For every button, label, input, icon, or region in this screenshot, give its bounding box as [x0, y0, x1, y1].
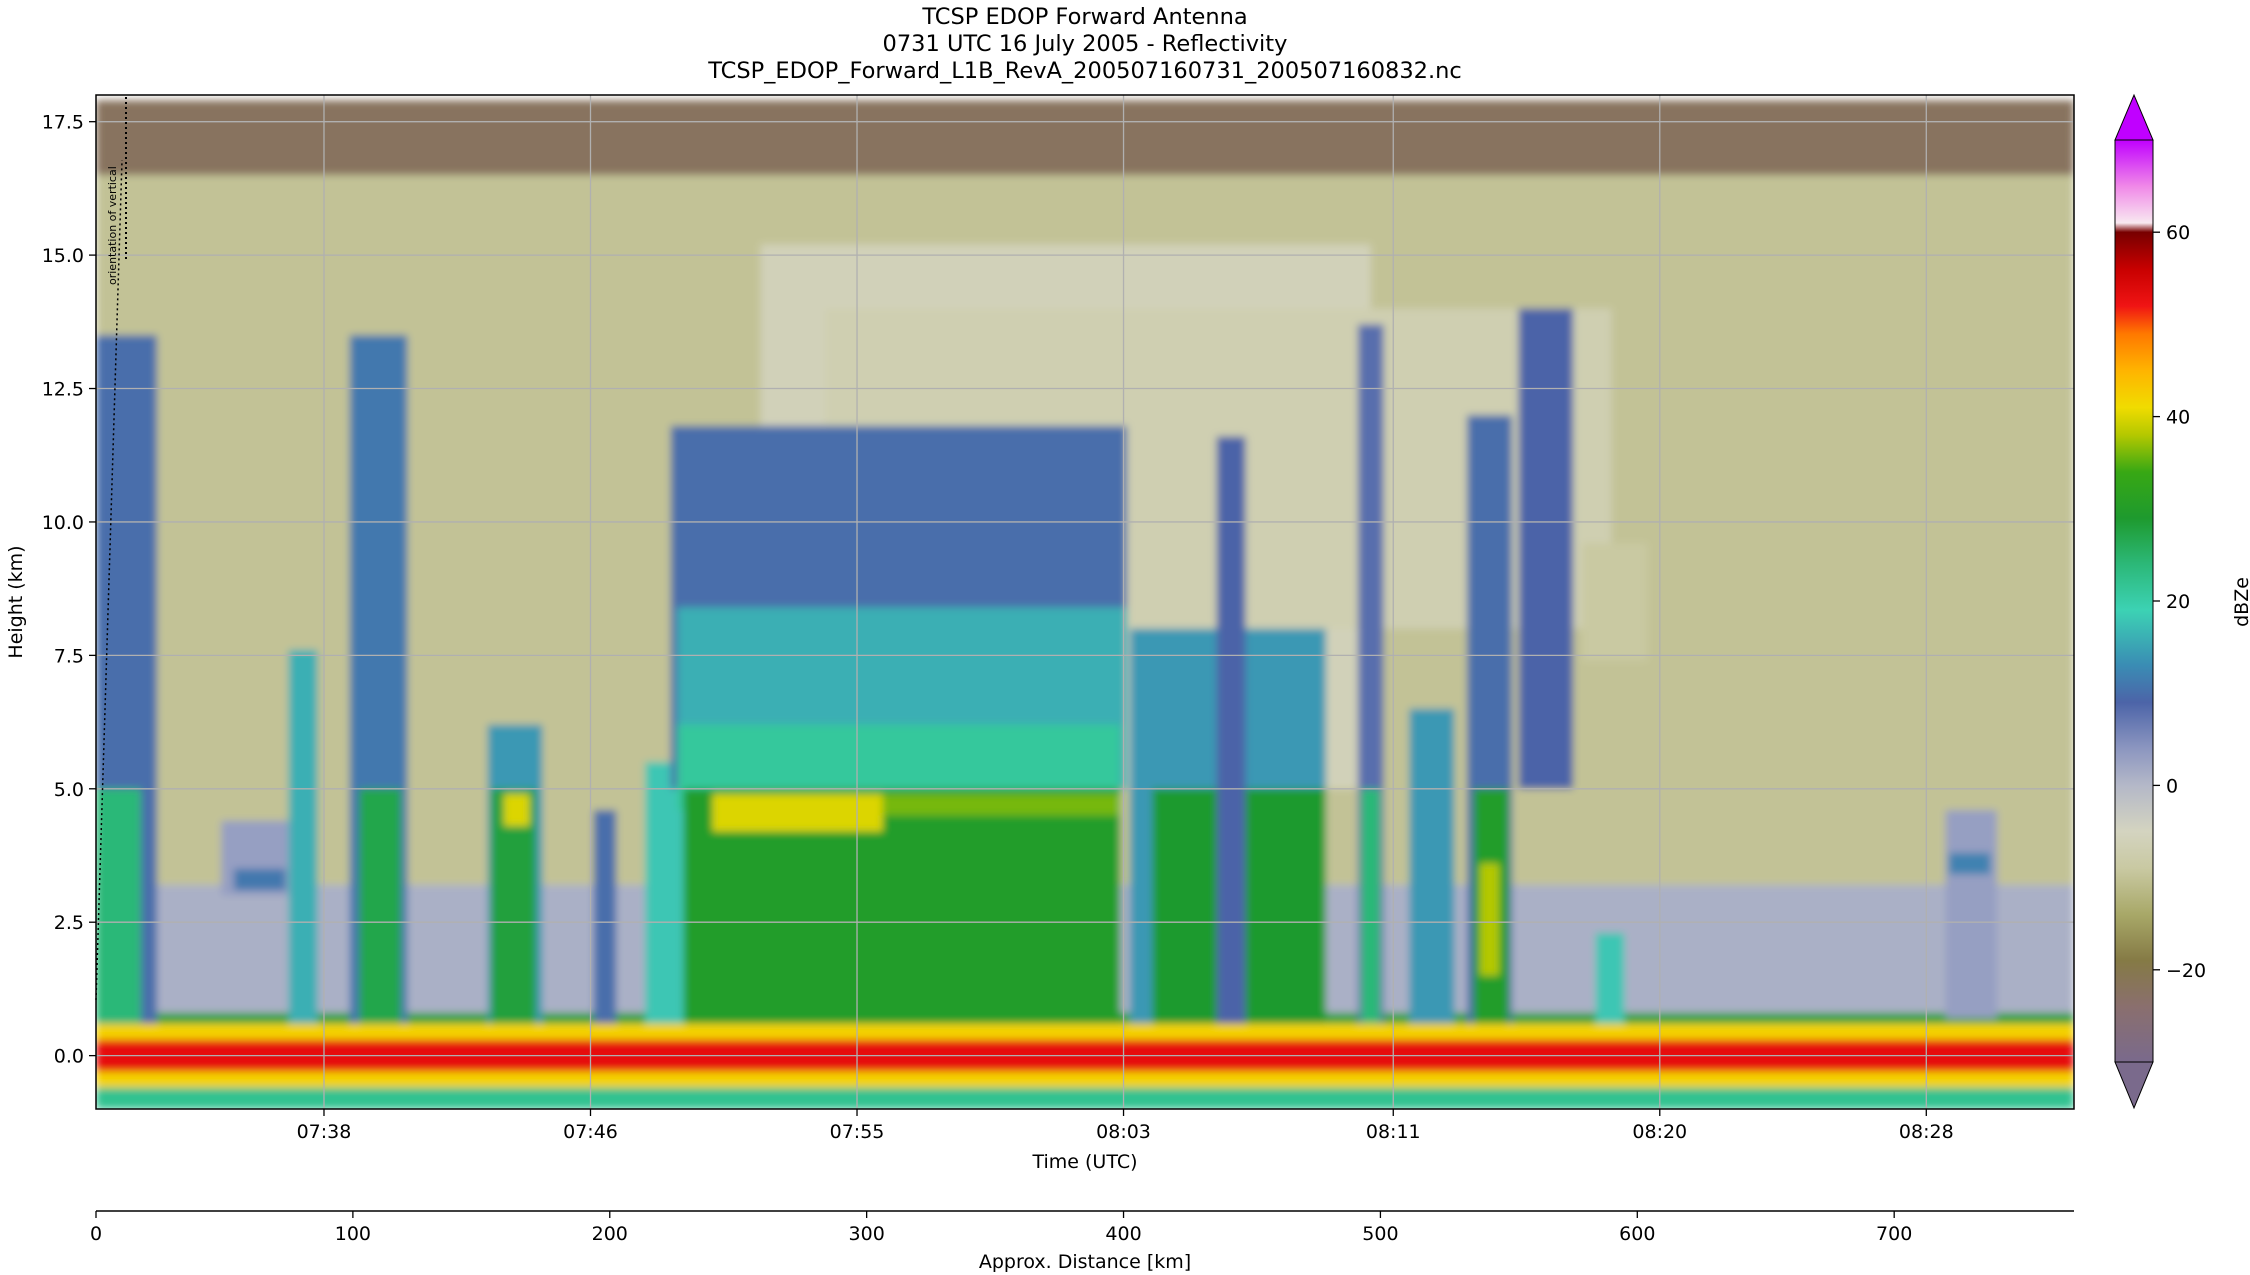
vertical-reference-line: [95, 159, 123, 1001]
y-tick-label: 10.0: [42, 512, 84, 534]
y-tick-label: 15.0: [42, 245, 84, 267]
reflectivity-cell: [1582, 543, 1647, 661]
reflectivity-cell: [1409, 708, 1455, 1024]
plot-area: orientation of vertical: [95, 94, 2075, 1110]
y-tick-label: 12.5: [42, 379, 84, 401]
colorbar-tick-label: 0: [2166, 775, 2178, 797]
distance-axis-ticks: 0 100 200 300 400 500 600 700: [90, 1211, 1912, 1245]
reflectivity-cell: [882, 794, 1121, 816]
colorbar-tick-label: 40: [2166, 407, 2190, 429]
reflectivity-field: [96, 100, 2074, 1109]
distance-tick-label: 700: [1876, 1223, 1912, 1245]
colorbar-tick-label: 20: [2166, 591, 2190, 613]
grid-lines: [96, 95, 2074, 1109]
reflectivity-cell: [1479, 863, 1500, 976]
distance-tick-label: 500: [1362, 1223, 1398, 1245]
y-axis-ticks: 0.0 2.5 5.0 7.5 10.0 12.5 15.0 17.5: [42, 112, 96, 1068]
distance-tick-label: 200: [592, 1223, 628, 1245]
reflectivity-cell: [503, 794, 530, 827]
orientation-annotation: orientation of vertical: [106, 166, 119, 285]
reflectivity-cell: [234, 868, 286, 891]
distance-tick-label: 0: [90, 1223, 102, 1245]
reflectivity-cell: [1948, 852, 1991, 875]
x-axis-label: Time (UTC): [1031, 1151, 1137, 1173]
plot-frame: [95, 94, 2075, 1110]
x-axis-ticks: 07:38 07:46 07:55 08:03 08:11 08:20 08:28: [297, 1109, 1954, 1143]
reflectivity-cell: [1945, 810, 1997, 1019]
reflectivity-cell: [593, 810, 617, 1024]
colorbar-ticks: −20 0 20 40 60: [2153, 222, 2206, 982]
distance-tick-label: 300: [849, 1223, 885, 1245]
x-tick-label: 08:11: [1366, 1121, 1421, 1143]
colorbar-extend-bottom: [2114, 1061, 2154, 1110]
chart-title-line-3: TCSP_EDOP_Forward_L1B_RevA_200507160731_…: [707, 58, 1462, 84]
colorbar-tick-label: −20: [2166, 960, 2206, 982]
reflectivity-cell: [96, 788, 141, 1024]
x-tick-label: 07:46: [563, 1121, 618, 1143]
colorbar-label: dBZe: [2231, 577, 2250, 627]
reflectivity-cell: [1595, 932, 1625, 1024]
reflectivity-cell: [96, 1087, 2074, 1109]
reflectivity-cell: [288, 650, 318, 1024]
y-tick-label: 0.0: [54, 1046, 84, 1068]
reflectivity-cell: [1518, 308, 1574, 789]
chart-title-line-2: 0731 UTC 16 July 2005 - Reflectivity: [883, 31, 1288, 57]
y-tick-label: 17.5: [42, 112, 84, 134]
x-tick-label: 08:03: [1096, 1121, 1151, 1143]
x-tick-label: 08:28: [1899, 1121, 1954, 1143]
colorbar-extend-top: [2114, 93, 2154, 141]
colorbar-tick-label: 60: [2166, 222, 2190, 244]
y-tick-label: 7.5: [54, 645, 84, 667]
chart-title-line-1: TCSP EDOP Forward Antenna: [921, 4, 1247, 30]
distance-tick-label: 400: [1105, 1223, 1141, 1245]
y-tick-label: 2.5: [54, 912, 84, 934]
distance-tick-label: 600: [1619, 1223, 1655, 1245]
y-axis-label: Height (km): [5, 545, 27, 658]
reflectivity-cell: [359, 788, 402, 1024]
distance-axis-label: Approx. Distance [km]: [979, 1251, 1191, 1273]
distance-tick-label: 100: [335, 1223, 371, 1245]
y-tick-label: 5.0: [54, 779, 84, 801]
reflectivity-cell: [1361, 788, 1381, 1024]
x-tick-label: 07:55: [830, 1121, 885, 1143]
reflectivity-cell: [96, 100, 2074, 176]
x-tick-label: 07:38: [297, 1121, 352, 1143]
colorbar: −20 0 20 40 60 dBZe: [2114, 93, 2250, 1110]
colorbar-body: [2114, 139, 2154, 1063]
reflectivity-cell: [490, 788, 536, 1024]
x-tick-label: 08:20: [1632, 1121, 1687, 1143]
reflectivity-cell: [1216, 436, 1246, 1024]
reflectivity-cell: [712, 794, 883, 832]
